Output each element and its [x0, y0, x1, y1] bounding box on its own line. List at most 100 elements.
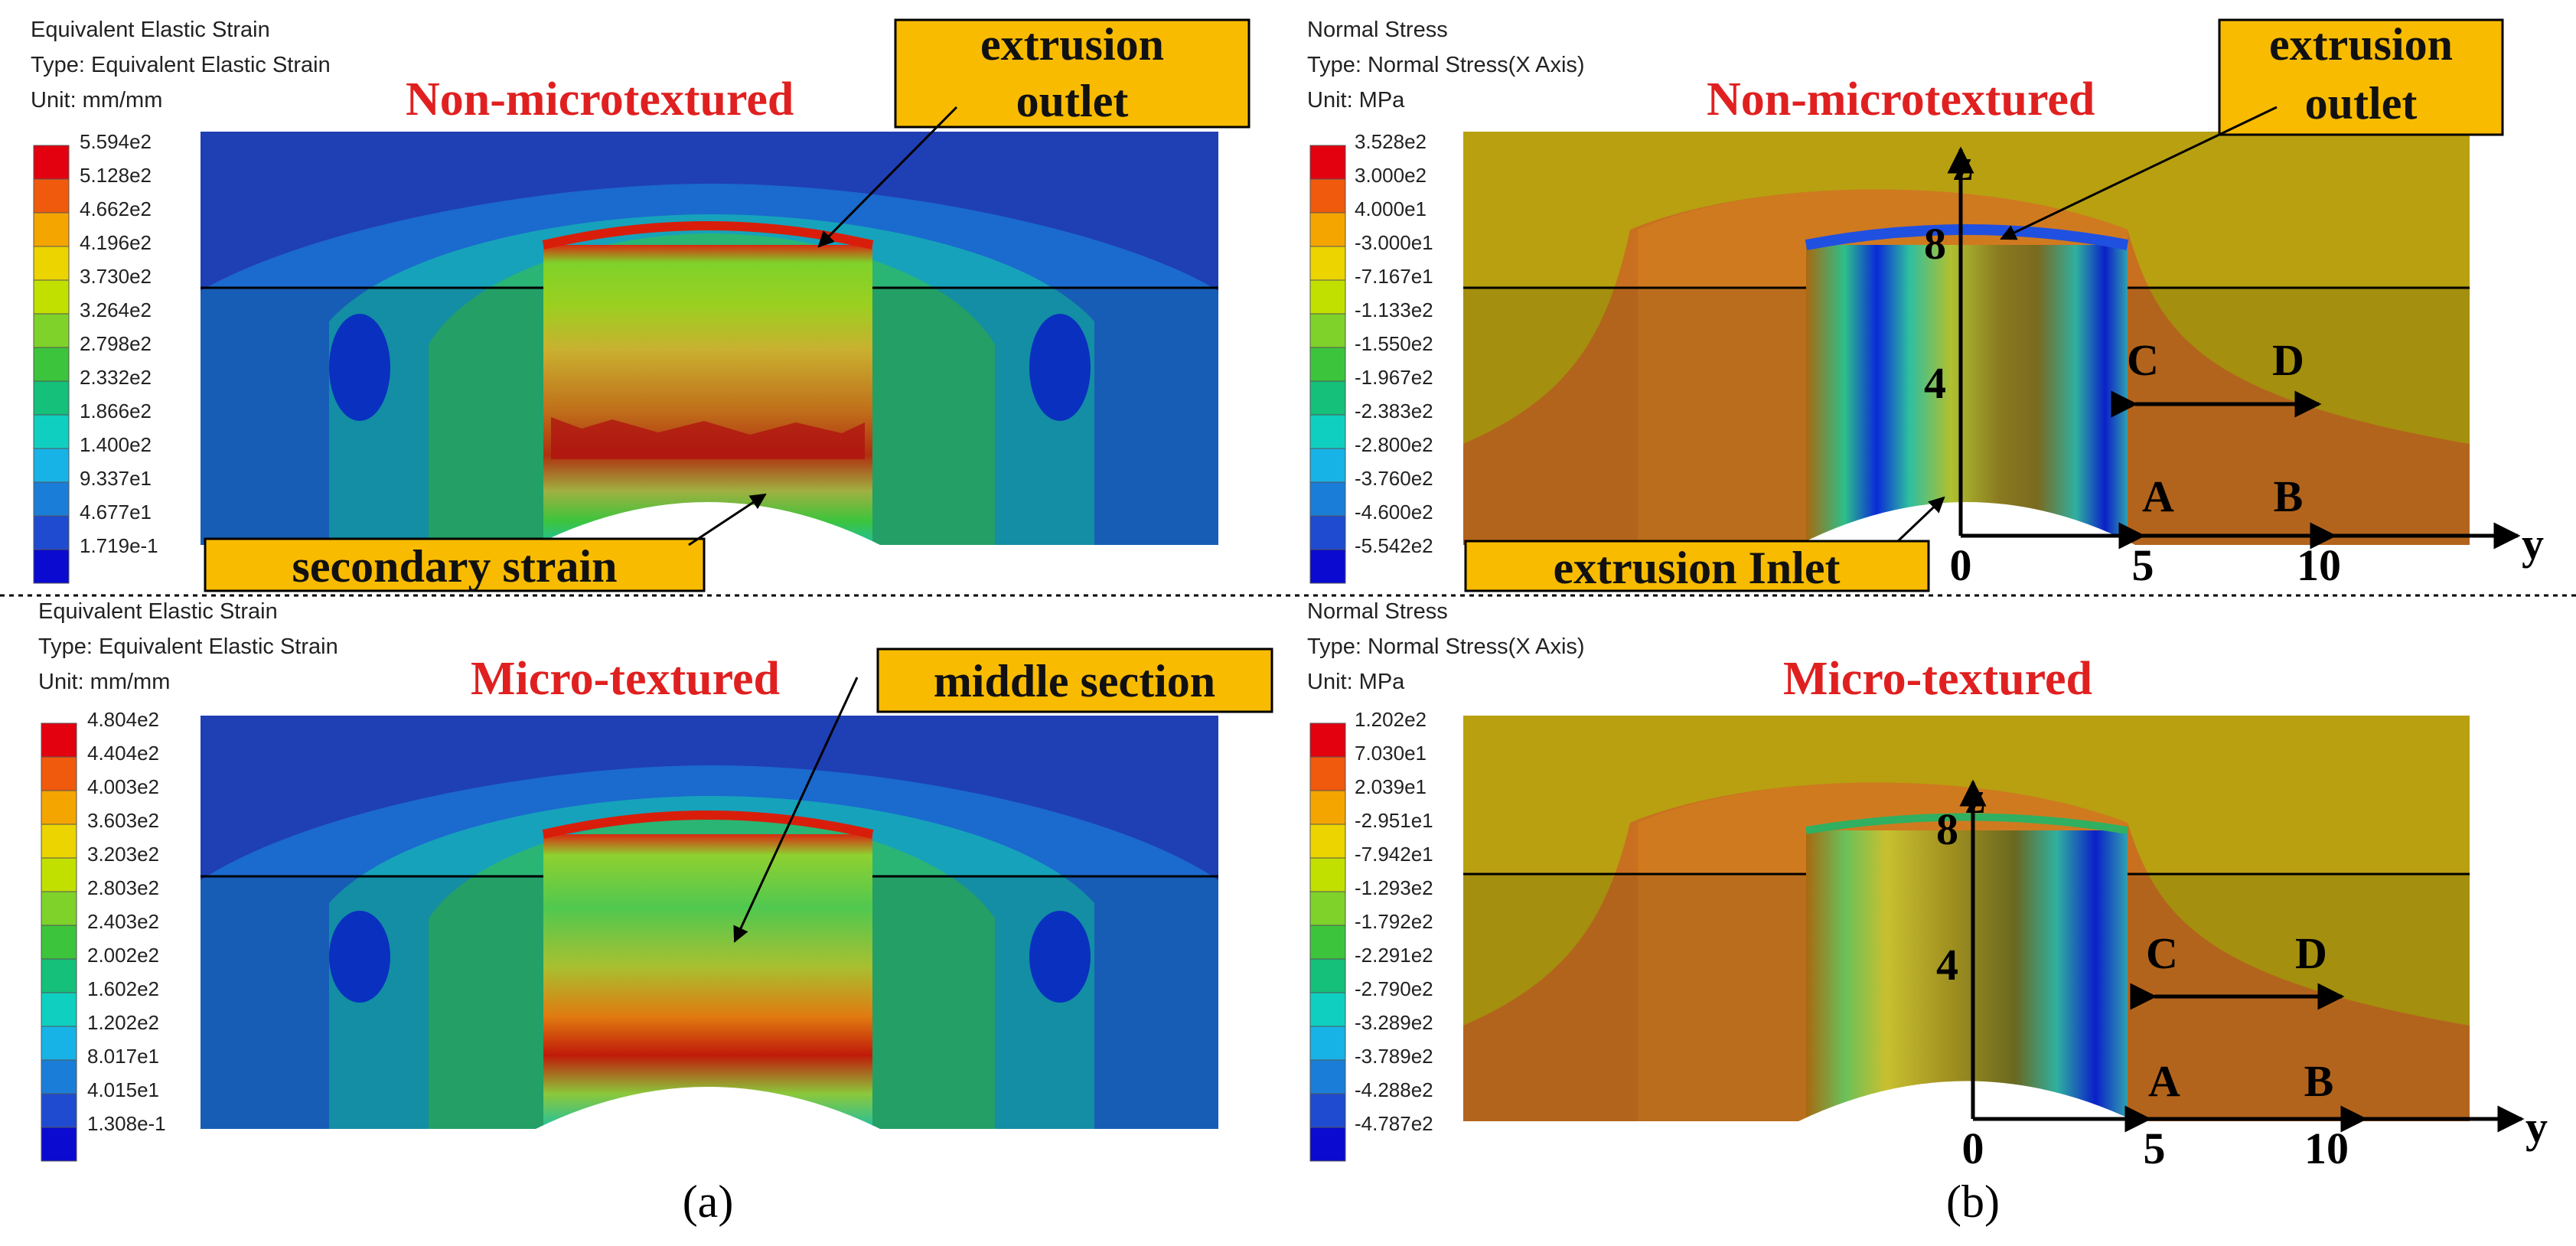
legend-value: 3.203e2 — [87, 843, 159, 866]
strain-cylinder — [543, 245, 872, 545]
legend-swatch — [41, 958, 77, 993]
legend-swatch — [1309, 145, 1346, 180]
legend-value: 3.264e2 — [80, 298, 152, 321]
z-tick-label: 8 — [1936, 804, 1958, 854]
legend-swatch — [1309, 824, 1346, 859]
legend-value: -1.550e2 — [1355, 332, 1433, 355]
legend-value: 1.602e2 — [87, 977, 159, 1000]
plot-header-line: Equivalent Elastic Strain — [38, 599, 278, 624]
strain-plot-bottom — [201, 716, 1218, 1129]
legend-value: -2.951e1 — [1355, 809, 1433, 832]
plot-header-line: Type: Normal Stress(X Axis) — [1307, 634, 1585, 659]
legend-swatch — [1309, 279, 1346, 315]
legend-value: 2.803e2 — [87, 876, 159, 899]
legend-swatch — [1309, 790, 1346, 825]
legend-swatch — [1309, 246, 1346, 281]
legend-value: 2.002e2 — [87, 944, 159, 967]
plot-header-line: Normal Stress — [1307, 18, 1448, 42]
legend-value: -4.787e2 — [1355, 1112, 1433, 1135]
legend-value: 2.403e2 — [87, 910, 159, 933]
legend-swatch — [41, 1127, 77, 1162]
point-label-d: D — [2272, 335, 2304, 385]
legend-swatch — [41, 1093, 77, 1128]
legend-value: -1.133e2 — [1355, 298, 1433, 321]
legend-swatch — [33, 481, 70, 517]
legend-value: 1.308e-1 — [87, 1112, 166, 1135]
legend-value: 4.677e1 — [80, 501, 152, 524]
y-axis-label: y — [2525, 1102, 2548, 1152]
legend-swatch — [33, 414, 70, 449]
point-label-b: B — [2304, 1056, 2334, 1106]
legend-value: 7.030e1 — [1355, 742, 1427, 765]
legend-swatch — [1309, 992, 1346, 1027]
plot-header-line: Type: Normal Stress(X Axis) — [1307, 53, 1585, 77]
callout-middle-section: middle section — [733, 647, 1273, 943]
point-label-a: A — [2148, 1056, 2180, 1106]
legend-swatch — [41, 824, 77, 859]
callout-text: extrusion Inlet — [1554, 543, 1841, 593]
legend-plot-3: Equivalent Elastic Strain Type: Equivalen… — [38, 599, 338, 1162]
y-tick-label: 5 — [2132, 540, 2154, 590]
legend-swatch — [33, 515, 70, 550]
stress-cylinder — [1806, 830, 2128, 1121]
stress-plot-bottom — [1463, 716, 2470, 1121]
legend-value: 4.196e2 — [80, 231, 152, 254]
legend-swatch — [1309, 549, 1346, 584]
legend-value: 4.000e1 — [1355, 197, 1427, 220]
legend-swatch — [41, 1026, 77, 1061]
legend-value: 2.798e2 — [80, 332, 152, 355]
y-tick-label: 10 — [2297, 540, 2341, 590]
point-label-c: C — [2146, 928, 2178, 978]
legend-swatch — [1309, 380, 1346, 416]
callout-text: middle section — [934, 656, 1215, 706]
legend-value: 3.603e2 — [87, 809, 159, 832]
callout-text-line-1: extrusion — [2269, 19, 2453, 70]
bore-hole — [536, 502, 880, 545]
legend-value: 3.528e2 — [1355, 130, 1427, 153]
legend-value: 4.404e2 — [87, 742, 159, 765]
legend-swatch — [1309, 1127, 1346, 1162]
legend-value: 1.400e2 — [80, 433, 152, 456]
legend-value: -1.967e2 — [1355, 366, 1433, 389]
legend-value: -4.288e2 — [1355, 1078, 1433, 1101]
legend-swatch — [1309, 414, 1346, 449]
callout-extrusion-inlet: extrusion Inlet — [1464, 496, 1945, 593]
legend-swatch — [1309, 958, 1346, 993]
legend-value: -3.789e2 — [1355, 1045, 1433, 1068]
legend-swatch — [41, 722, 77, 758]
legend-value: 4.662e2 — [80, 197, 152, 220]
bore-hole — [536, 1087, 880, 1129]
legend-swatch — [1309, 515, 1346, 550]
legend-swatch — [33, 380, 70, 416]
y-axis-label: y — [2522, 519, 2544, 569]
legend-swatch — [33, 347, 70, 382]
legend-value: -3.289e2 — [1355, 1011, 1433, 1034]
legend-swatch — [41, 857, 77, 892]
callout-secondary-strain: secondary strain — [204, 493, 767, 592]
legend-value: -2.291e2 — [1355, 944, 1433, 967]
legend-swatch — [33, 145, 70, 180]
legend-value: -3.000e1 — [1355, 231, 1433, 254]
plot-header-line: Equivalent Elastic Strain — [31, 18, 270, 42]
legend-swatch — [1309, 891, 1346, 926]
legend-swatch — [33, 313, 70, 348]
z-tick-label: 4 — [1936, 940, 1958, 990]
plot-header-line: Type: Equivalent Elastic Strain — [38, 634, 338, 659]
legend-value: -7.942e1 — [1355, 843, 1433, 866]
legend-swatch — [41, 992, 77, 1027]
legend-value: -2.383e2 — [1355, 400, 1433, 422]
callout-text: secondary strain — [292, 541, 618, 592]
legend-value: 5.594e2 — [80, 130, 152, 153]
legend-swatch — [1309, 481, 1346, 517]
callout-text-line-2: outlet — [1016, 76, 1129, 126]
legend-swatch — [1309, 722, 1346, 758]
plot-header-line: Type: Equivalent Elastic Strain — [31, 53, 331, 77]
plot-header-line: Unit: MPa — [1307, 88, 1405, 113]
legend-swatch — [1309, 756, 1346, 791]
legend-value: -5.542e2 — [1355, 534, 1433, 557]
strain-cylinder — [543, 834, 872, 1129]
legend-value: 1.719e-1 — [80, 534, 158, 557]
plot-header-line: Normal Stress — [1307, 599, 1448, 624]
point-label-d: D — [2295, 928, 2327, 978]
